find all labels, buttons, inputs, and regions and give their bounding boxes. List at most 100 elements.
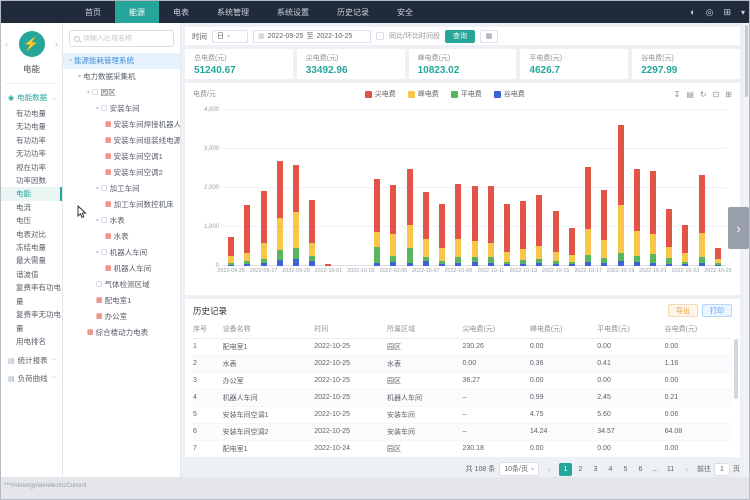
tree-node-电力数据采集机[interactable]: ▾电力数据采集机 <box>63 69 180 85</box>
fullscreen-icon[interactable]: ⊞ <box>725 90 732 99</box>
sidebar-item-无功电量[interactable]: 无功电量 <box>1 120 62 133</box>
page-number-5[interactable]: 5 <box>619 463 632 476</box>
page-number-4[interactable]: 4 <box>604 463 617 476</box>
nav-item-首页[interactable]: 首页 <box>71 1 115 23</box>
tree-node-安装车间[interactable]: ▾▢安装车间 <box>63 101 180 117</box>
bar-2022-10-07[interactable] <box>423 110 429 266</box>
nav-item-系统设置[interactable]: 系统设置 <box>263 1 323 23</box>
nav-item-安全[interactable]: 安全 <box>383 1 427 23</box>
sidebar-item-电压[interactable]: 电压 <box>1 214 62 227</box>
sidebar-group-负荷曲线[interactable]: ▤负荷曲线﹀ <box>1 366 62 384</box>
tree-node-综合楼动力电表[interactable]: ▦综合楼动力电表 <box>63 325 180 341</box>
sidebar-item-最大需量[interactable]: 最大需量 <box>1 254 62 267</box>
table-row[interactable]: 7配电室12022-10-24园区230.180.000.000.00 <box>193 440 732 457</box>
bar-2022-10-20[interactable] <box>634 110 640 266</box>
tree-caret-icon[interactable]: ▾ <box>87 85 90 101</box>
table-row[interactable]: 6安装车间空调22022-10-25安装车间–14.2434.5764.08 <box>193 423 732 440</box>
sidebar-item-无功功率[interactable]: 无功功率 <box>1 147 62 160</box>
view-toggle-button[interactable]: ▦ <box>480 30 498 43</box>
sidebar-item-有功电量[interactable]: 有功电量 <box>1 107 62 120</box>
tree-node-机器人车间[interactable]: ▾▢机器人车间 <box>63 245 180 261</box>
bar-2022-10-10[interactable] <box>472 110 478 266</box>
bar-2022-10-21[interactable] <box>650 110 656 266</box>
bar-2022-10-22[interactable] <box>666 110 672 266</box>
data-view-icon[interactable]: ▤ <box>686 90 694 99</box>
tree-node-机器人车间[interactable]: ▦机器人车间 <box>63 261 180 277</box>
goto-page-input[interactable] <box>714 463 730 476</box>
sidebar-item-视在功率[interactable]: 视在功率 <box>1 161 62 174</box>
user-dropdown-caret[interactable]: ▾ <box>741 8 745 17</box>
tree-search-input[interactable] <box>83 35 169 42</box>
tree-caret-icon[interactable]: ▾ <box>69 53 72 69</box>
bar-2022-10-09[interactable] <box>455 110 461 266</box>
compare-checkbox[interactable] <box>376 32 384 40</box>
table-row[interactable]: 4机器人车间2022-10-25机器人车间–0.992.450.21 <box>193 389 732 406</box>
sidebar-group-统计报表[interactable]: ▤统计报表﹀ <box>1 348 62 366</box>
page-size-select[interactable]: 10条/页 ▾ <box>499 462 539 476</box>
tree-caret-icon[interactable]: ▾ <box>96 101 99 117</box>
tree-node-配电室1[interactable]: ▦配电室1 <box>63 293 180 309</box>
scrollbar-thumb[interactable] <box>745 25 748 97</box>
sidebar-item-电能[interactable]: 电能 <box>1 187 62 200</box>
page-number-...[interactable]: ... <box>649 463 662 476</box>
bar-2022-10-01[interactable] <box>325 110 331 266</box>
bar-2022-10-14[interactable] <box>536 110 542 266</box>
nav-item-系统管理[interactable]: 系统管理 <box>203 1 263 23</box>
refresh-icon[interactable]: ↻ <box>700 90 707 99</box>
bar-2022-10-19[interactable] <box>618 110 624 266</box>
tree-caret-icon[interactable]: ▾ <box>96 245 99 261</box>
tree-caret-icon[interactable]: ▾ <box>78 69 81 85</box>
page-number-11[interactable]: 11 <box>664 463 677 476</box>
sidebar-item-复费率有功电量[interactable]: 复费率有功电量 <box>1 281 62 308</box>
page-scrollbar[interactable] <box>744 23 749 477</box>
bar-2022-10-03[interactable] <box>358 110 364 266</box>
tree-node-安装车间空调2[interactable]: ▦安装车间空调2 <box>63 165 180 181</box>
tree-node-加工车间数控机床[interactable]: ▦加工车间数控机床 <box>63 197 180 213</box>
legend-item-峰电费[interactable]: 峰电费 <box>408 89 439 99</box>
bar-2022-10-24[interactable] <box>699 110 705 266</box>
export-button[interactable]: 导出 <box>668 304 698 317</box>
bar-2022-10-15[interactable] <box>553 110 559 266</box>
page-number-1[interactable]: 1 <box>559 463 572 476</box>
tree-caret-icon[interactable]: ▾ <box>96 213 99 229</box>
page-number-3[interactable]: 3 <box>589 463 602 476</box>
bar-2022-10-25[interactable] <box>715 110 721 266</box>
bar-2022-09-25[interactable] <box>228 110 234 266</box>
bar-2022-09-26[interactable] <box>244 110 250 266</box>
tree-node-气体检测区域[interactable]: ▢气体检测区域 <box>63 277 180 293</box>
table-row[interactable]: 1配电室12022-10-25园区230.260.000.000.00 <box>193 338 732 355</box>
fullscreen-icon[interactable]: ⊞ <box>723 7 731 18</box>
tree-node-加工车间[interactable]: ▾▢加工车间 <box>63 181 180 197</box>
sidebar-item-有功功率[interactable]: 有功功率 <box>1 134 62 147</box>
tree-node-园区[interactable]: ▾▢园区 <box>63 85 180 101</box>
prev-page-button[interactable]: ‹ <box>543 465 555 474</box>
sidebar-group-energy-data[interactable]: ◉ 电能数据 ︿ <box>1 84 62 107</box>
bar-2022-10-17[interactable] <box>585 110 591 266</box>
nav-item-能源[interactable]: 能源 <box>115 1 159 23</box>
bar-2022-10-02[interactable] <box>342 110 348 266</box>
tree-node-能源能耗管理系统[interactable]: ▾能源能耗管理系统 <box>63 53 180 69</box>
tree-node-安装车间空调1[interactable]: ▦安装车间空调1 <box>63 149 180 165</box>
bar-2022-10-12[interactable] <box>504 110 510 266</box>
sidebar-item-冻结电量[interactable]: 冻结电量 <box>1 241 62 254</box>
table-row[interactable]: 2水表2022-10-25水表0.000.360.411.16 <box>193 355 732 372</box>
download-icon[interactable]: ↧ <box>674 90 681 99</box>
bar-2022-10-18[interactable] <box>601 110 607 266</box>
tree-node-安装车间焊接机器人电源[interactable]: ▦安装车间焊接机器人电源 <box>63 117 180 133</box>
sidebar-item-电流[interactable]: 电流 <box>1 201 62 214</box>
query-button[interactable]: 查询 <box>445 30 475 43</box>
period-select[interactable]: 日 ▾ <box>212 30 248 43</box>
bar-2022-10-06[interactable] <box>407 110 413 266</box>
bar-2022-09-28[interactable] <box>277 110 283 266</box>
table-row[interactable]: 5安装车间空调12022-10-25安装车间–4.755.600.06 <box>193 406 732 423</box>
bar-2022-09-27[interactable] <box>261 110 267 266</box>
table-row[interactable]: 3办公室2022-10-25园区36.270.000.000.00 <box>193 372 732 389</box>
print-button[interactable]: 打印 <box>702 304 732 317</box>
bar-2022-09-29[interactable] <box>293 110 299 266</box>
bar-2022-10-11[interactable] <box>488 110 494 266</box>
legend-item-谷电费[interactable]: 谷电费 <box>494 89 525 99</box>
carousel-next-button[interactable]: › <box>728 207 749 249</box>
tree-node-办公室[interactable]: ▦办公室 <box>63 309 180 325</box>
bar-2022-10-08[interactable] <box>439 110 445 266</box>
sidebar-item-电表对比[interactable]: 电表对比 <box>1 228 62 241</box>
